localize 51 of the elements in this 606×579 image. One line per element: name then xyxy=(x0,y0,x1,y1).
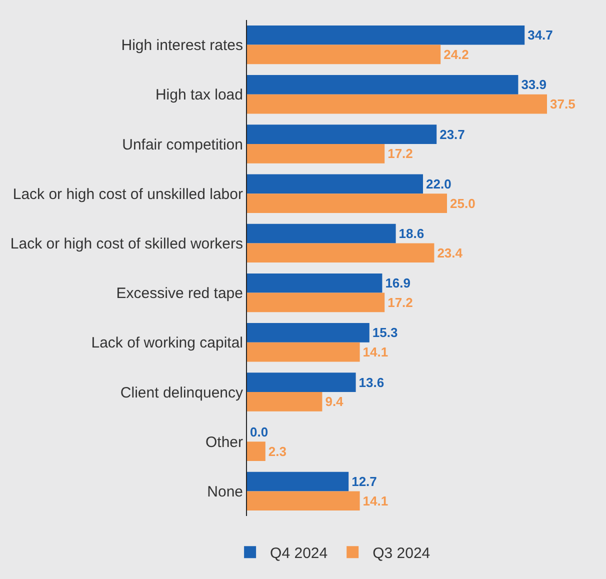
data-label: 22.0 xyxy=(426,176,452,192)
data-label: 37.5 xyxy=(550,96,576,112)
bar xyxy=(247,472,349,492)
bar xyxy=(247,94,547,114)
data-label: 13.6 xyxy=(358,374,384,390)
bar xyxy=(247,44,441,64)
data-label: 34.7 xyxy=(528,28,553,43)
bar xyxy=(247,342,360,362)
data-label: 23.4 xyxy=(437,245,464,260)
data-label: 23.7 xyxy=(440,126,465,142)
data-label: 18.6 xyxy=(398,226,424,242)
bar xyxy=(247,323,370,342)
data-label: 15.3 xyxy=(372,325,398,340)
data-label: 17.2 xyxy=(388,146,413,162)
legend-label: Q4 2024 xyxy=(270,544,328,562)
data-label: 14.1 xyxy=(362,493,388,508)
bar xyxy=(247,273,382,293)
y-tick-label: High interest rates xyxy=(121,37,243,54)
data-label: 14.1 xyxy=(362,344,388,360)
bar xyxy=(247,243,434,263)
y-tick-label: Client delinquency xyxy=(120,384,244,402)
data-label: 17.2 xyxy=(388,294,413,310)
bar xyxy=(247,372,356,392)
bar xyxy=(247,25,525,45)
data-label: 2.3 xyxy=(268,444,286,459)
bar xyxy=(247,442,266,461)
y-tick-label: Other xyxy=(205,434,244,451)
bar xyxy=(247,75,518,94)
bar xyxy=(247,491,360,511)
legend-label: Q3 2024 xyxy=(372,544,430,562)
data-label: 16.9 xyxy=(385,276,411,291)
y-tick-label: Excessive red tape xyxy=(116,285,243,302)
y-tick-label: None xyxy=(207,483,243,500)
y-tick-label: High tax load xyxy=(155,86,243,104)
bar xyxy=(247,124,437,144)
bar xyxy=(247,194,447,213)
bar xyxy=(247,392,322,412)
data-label: 12.7 xyxy=(352,474,377,490)
data-label: 0.0 xyxy=(250,424,268,440)
y-tick-label: Lack or high cost of skilled workers xyxy=(10,235,243,252)
bar xyxy=(247,174,423,194)
y-tick-label: Lack of working capital xyxy=(91,334,243,352)
data-label: 24.2 xyxy=(444,46,469,62)
bar xyxy=(247,224,396,244)
bar xyxy=(247,144,385,164)
y-tick-label: Unfair competition xyxy=(122,136,243,154)
data-label: 25.0 xyxy=(450,196,476,211)
y-tick-label: Lack or high cost of unskilled labor xyxy=(12,186,243,203)
bar xyxy=(247,292,385,312)
data-label: 33.9 xyxy=(521,77,547,92)
data-label: 9.4 xyxy=(325,394,344,410)
